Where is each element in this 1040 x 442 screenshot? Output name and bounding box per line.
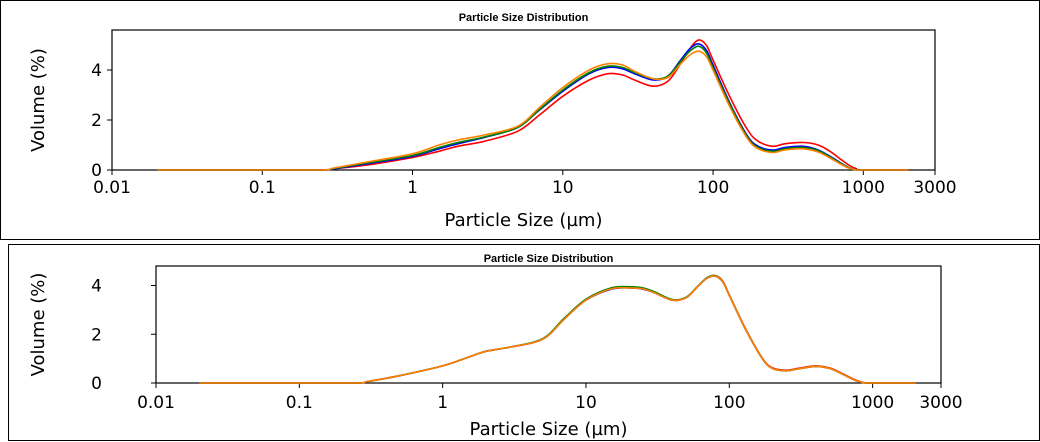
x-tick-label: 3000	[919, 393, 962, 413]
series-line-2	[157, 42, 909, 171]
x-tick-label: 0.1	[286, 393, 313, 413]
x-tick-label: 10	[575, 393, 597, 413]
y-tick-label: 0	[91, 161, 102, 181]
y-tick-label: 4	[91, 61, 102, 81]
chart-panel-bottom: Particle Size Distribution 0 2 4 0.01 0.1 1 10 1…	[8, 244, 1040, 441]
plot-frame	[111, 29, 936, 171]
chart-title: Particle Size Distribution	[459, 12, 589, 24]
series-line-4	[157, 50, 909, 171]
x-tick-label: 0.01	[137, 393, 175, 413]
plot-frame	[155, 265, 942, 384]
chart-title: Particle Size Distribution	[484, 253, 614, 265]
y-tick-label: 0	[91, 374, 102, 394]
series-line-4	[199, 275, 916, 384]
psd-chart-top: Particle Size Distribution 0 2 4 0.01 0.1 1 10 1…	[28, 12, 957, 231]
x-tick-label: 100	[713, 393, 745, 413]
x-tick-label: 1000	[851, 393, 894, 413]
x-tick-label: 3000	[913, 178, 956, 198]
series-line-3	[157, 45, 909, 171]
x-tick-label: 1	[437, 393, 448, 413]
series-line-1	[157, 39, 909, 171]
psd-chart-bottom: Particle Size Distribution 0 2 4 0.01 0.1 1 10 1…	[28, 253, 963, 440]
y-axis-label: Volume (%)	[28, 48, 49, 152]
x-tick-label: 0.1	[249, 178, 276, 198]
chart-panel-top: Particle Size Distribution 0 2 4 0.01 0.1 1 10 1…	[0, 0, 1040, 240]
x-tick-label: 0.01	[93, 178, 131, 198]
y-axis-label: Volume (%)	[28, 273, 49, 377]
x-axis-label: Particle Size (µm)	[445, 210, 603, 231]
x-tick-label: 1	[407, 178, 418, 198]
x-axis-label: Particle Size (µm)	[470, 419, 628, 440]
x-tick-label: 10	[552, 178, 574, 198]
y-tick-label: 2	[91, 111, 102, 131]
y-tick-label: 2	[91, 325, 102, 345]
x-tick-label: 100	[697, 178, 729, 198]
y-tick-label: 4	[91, 277, 102, 297]
x-tick-label: 1000	[842, 178, 885, 198]
